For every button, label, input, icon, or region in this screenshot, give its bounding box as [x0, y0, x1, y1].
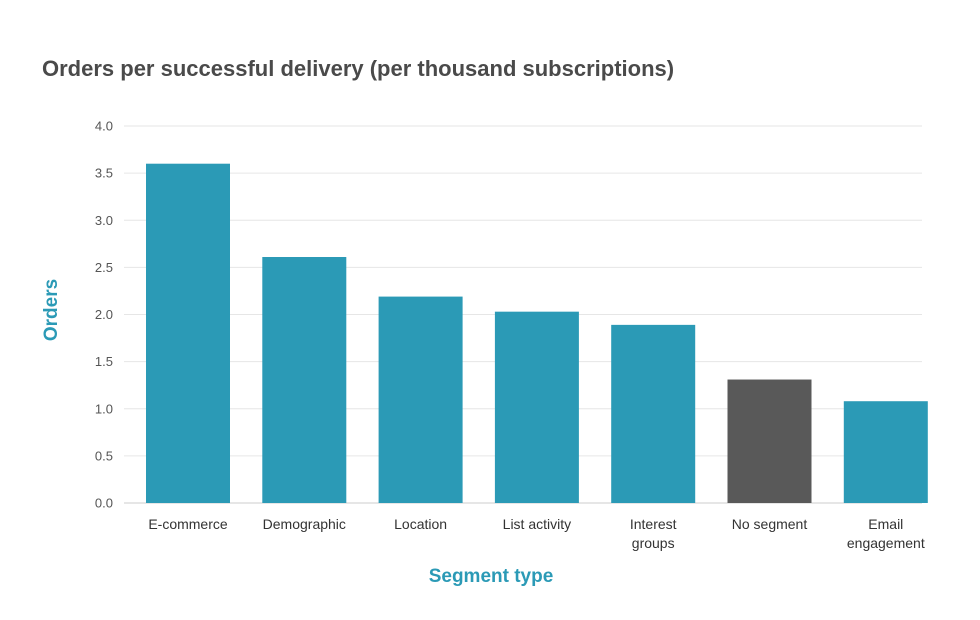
bar: [146, 163, 230, 503]
y-tick-label: 3.0: [95, 213, 113, 228]
chart-title: Orders per successful delivery (per thou…: [42, 56, 675, 81]
x-tick-label: List activity: [503, 516, 571, 532]
bar: [494, 311, 579, 503]
y-tick-label: 1.0: [95, 401, 113, 416]
y-axis-ticks: 0.0 0.5 1.0 1.5 2.0 2.5 3.0 3.5 4.0: [95, 119, 113, 511]
x-tick-label: No segment: [732, 516, 808, 532]
x-tick-label: Interest groups: [630, 516, 677, 551]
bars: [146, 163, 928, 503]
y-tick-label: 2.5: [95, 260, 113, 275]
bar: [727, 379, 812, 503]
x-tick-label: Email engagement: [847, 516, 925, 551]
y-tick-label: 2.0: [95, 307, 113, 322]
x-tick-label: E-commerce: [148, 516, 228, 532]
y-tick-label: 0.5: [95, 448, 113, 463]
x-tick-label: Demographic: [263, 516, 346, 532]
bar: [378, 296, 463, 503]
x-axis-categories: E-commerce Demographic Location List activi…: [148, 516, 925, 551]
x-axis-title: Segment type: [429, 566, 554, 587]
bar: [843, 401, 928, 503]
y-tick-label: 3.5: [95, 166, 113, 181]
bar: [262, 257, 347, 503]
y-tick-label: 1.5: [95, 354, 113, 369]
bar: [611, 324, 696, 503]
y-axis-title: Orders: [41, 279, 62, 341]
y-tick-label: 0.0: [95, 496, 113, 511]
x-tick-label: Location: [394, 516, 447, 532]
y-tick-label: 4.0: [95, 119, 113, 134]
